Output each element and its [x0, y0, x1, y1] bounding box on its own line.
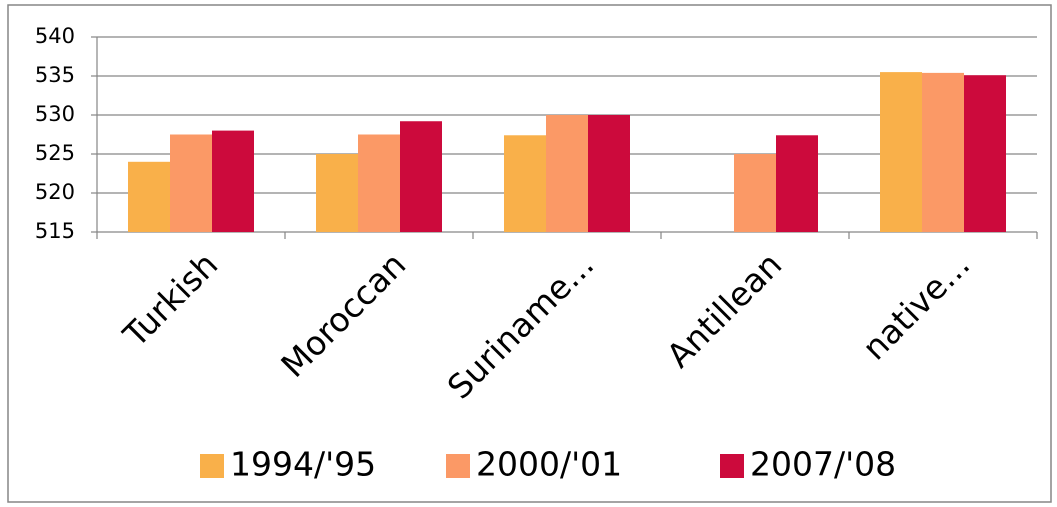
bar — [546, 115, 588, 232]
bar — [212, 130, 254, 232]
chart-frame — [7, 4, 1052, 503]
bar — [880, 72, 922, 232]
legend-label: 2000/'01 — [476, 445, 622, 484]
legend-swatch — [446, 454, 470, 478]
bar — [128, 161, 170, 232]
bar — [776, 135, 818, 232]
bar — [734, 154, 776, 232]
legend-swatch — [720, 454, 744, 478]
legend-swatch — [200, 454, 224, 478]
bar — [922, 72, 964, 232]
y-tick-label: 535 — [35, 63, 75, 87]
bar — [588, 115, 630, 232]
legend-label: 2007/'08 — [750, 445, 896, 484]
bar — [358, 134, 400, 232]
bar — [316, 154, 358, 232]
y-tick-label: 530 — [35, 102, 75, 126]
bar — [964, 75, 1006, 232]
y-tick-label: 520 — [35, 180, 75, 204]
y-tick-label: 525 — [35, 141, 75, 165]
y-tick-label: 515 — [35, 219, 75, 243]
bar — [400, 121, 442, 232]
bar — [170, 134, 212, 232]
y-tick-label: 540 — [35, 24, 75, 48]
legend-label: 1994/'95 — [230, 445, 376, 484]
bar — [504, 135, 546, 232]
